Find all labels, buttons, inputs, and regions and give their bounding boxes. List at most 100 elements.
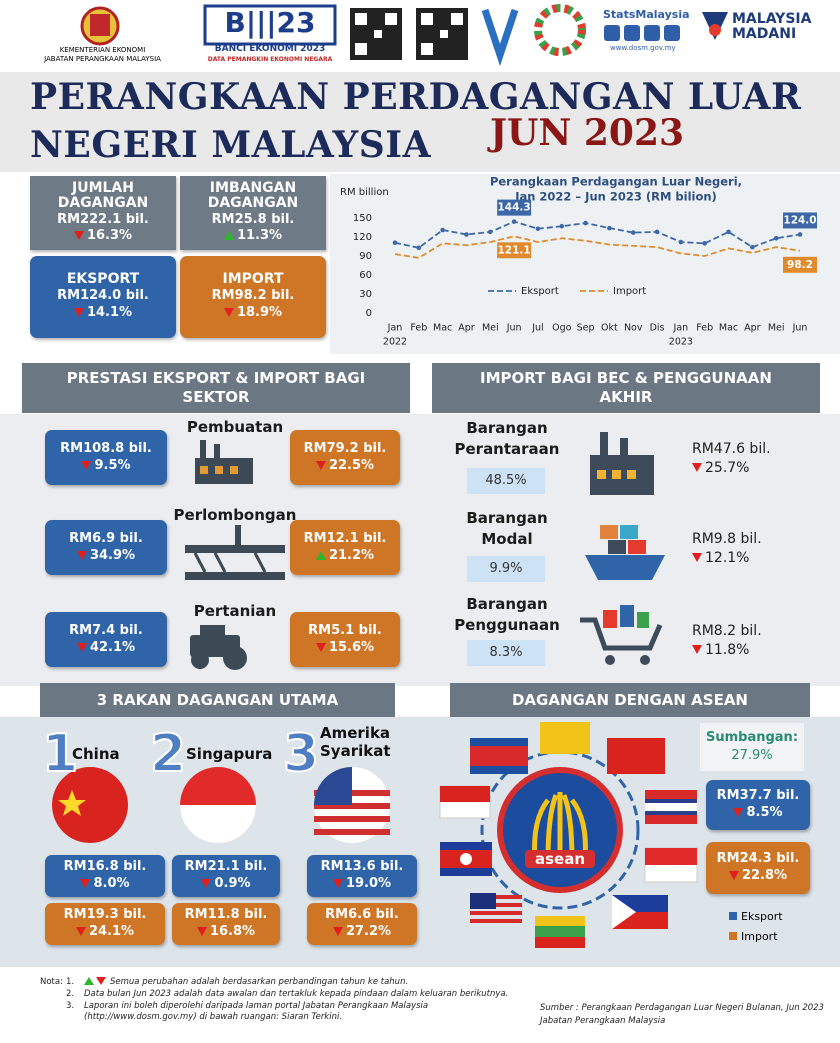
x-tick-label: Dis	[650, 323, 665, 334]
point	[416, 245, 422, 251]
source: Jabatan Perangkaan Malaysia	[540, 1016, 666, 1026]
data-label: 144.3	[498, 202, 531, 214]
change-value: 19.0%	[345, 876, 392, 891]
change: 14.1%	[30, 305, 176, 322]
data-label: 121.1	[498, 244, 531, 256]
change-value: 22.5%	[328, 457, 375, 473]
trend-arrow	[80, 879, 91, 888]
title-line: NEGERI MALAYSIA	[30, 124, 432, 166]
change: 24.1%	[45, 924, 165, 941]
change-value: 9.5%	[94, 457, 131, 473]
point	[487, 229, 493, 235]
change: 42.1%	[45, 640, 167, 657]
asean-logo-text: asean	[525, 850, 595, 868]
change: 18.9%	[180, 305, 326, 322]
bec-value: RM47.6 bil.	[692, 441, 771, 457]
data-label-box	[497, 199, 532, 216]
x-tick-label: Mac	[433, 323, 452, 334]
stat-value: RM24.3 bil.	[716, 851, 800, 867]
y-tick-label: 30	[359, 289, 372, 300]
section-heading: 3 RAKAN DAGANGAN UTAMA	[40, 683, 395, 717]
stat-box: RM5.1 bil. 15.6%	[290, 612, 400, 667]
x-tick-label: Ogo	[552, 323, 572, 334]
change: 15.6%	[290, 640, 400, 657]
stat-value: RM7.4 bil.	[69, 622, 143, 638]
stat-value: RM25.8 bil.	[211, 211, 295, 227]
data-label: 98.2	[787, 259, 813, 271]
bec-value-group: RM8.2 bil. 11.8%	[692, 622, 762, 660]
change-value: 16.8%	[209, 924, 256, 939]
bec-value: RM9.8 bil.	[692, 531, 762, 547]
x-tick-label: Okt	[601, 323, 618, 334]
chart-subtitle: Jan 2022 – Jun 2023 (RM bilion)	[514, 190, 717, 204]
x-tick-label: Apr	[458, 323, 475, 334]
x-tick-label: Sep	[577, 323, 595, 334]
point	[392, 240, 398, 245]
y-axis-label: RM billion	[340, 187, 389, 198]
change: 34.9%	[45, 548, 167, 565]
partner-name: China	[72, 745, 120, 763]
x-tick-label: Feb	[696, 323, 713, 334]
change: 16.3%	[30, 228, 176, 245]
stat-value: RM13.6 bil.	[320, 859, 404, 875]
stat-box: RM21.1 bil. 0.9%	[172, 855, 280, 897]
change-value: 0.9%	[214, 876, 251, 891]
title-line: PERANGKAAN PERDAGANGAN LUAR	[30, 76, 802, 118]
legend-label: Eksport	[741, 910, 783, 923]
series-line	[394, 235, 801, 259]
x-tick-label: Jun	[792, 323, 808, 334]
trend-arrow	[315, 460, 326, 470]
stat-value: RM37.7 bil.	[716, 788, 800, 804]
stat-label: JUMLAH DAGANGAN	[57, 179, 149, 212]
x-tick-label: Jan	[387, 323, 403, 334]
point	[702, 241, 708, 246]
notes-heading: Nota:	[40, 977, 63, 987]
sector-name: Pembuatan	[186, 418, 284, 436]
trend-arrow	[728, 871, 739, 880]
stat-box: RM6.9 bil. 34.9%	[45, 520, 167, 575]
census-tagline: DATA PEMANGKIN EKONOMI NEGARA	[207, 56, 333, 63]
stat-box: RM12.1 bil. 21.2%	[290, 520, 400, 575]
note-number: 2.	[66, 989, 75, 999]
change: 19.0%	[307, 876, 417, 893]
bec-share: 9.9%	[467, 556, 545, 582]
stat-box: RM16.8 bil. 8.0%	[45, 855, 165, 897]
stat-value: RM79.2 bil.	[303, 440, 387, 456]
note-number: 3.	[66, 1001, 75, 1011]
header-department: JABATAN PERANGKAAN MALAYSIA	[44, 55, 161, 63]
stat-box: RM24.3 bil. 22.8%	[706, 842, 810, 894]
y-tick-label: 60	[359, 270, 372, 281]
stat-box: RM7.4 bil. 42.1%	[45, 612, 167, 667]
trend-arrow	[315, 642, 326, 652]
trend-arrow	[76, 550, 87, 560]
bec-name: Barangan Perantaraan	[454, 419, 560, 458]
change-value: 21.2%	[328, 547, 375, 563]
title-period: JUN 2023	[490, 112, 685, 154]
change-value: 42.1%	[89, 639, 136, 655]
change-value: 12.1%	[705, 549, 750, 566]
asean-share-label: Sumbangan:	[705, 730, 799, 745]
x-tick-label: Mac	[719, 323, 738, 334]
stat-value: RM124.0 bil.	[57, 287, 149, 303]
stat-value: RM12.1 bil.	[303, 530, 387, 546]
change: 22.8%	[706, 868, 810, 885]
partner-name: Amerika Syarikat	[320, 724, 391, 760]
stat-value: RM19.3 bil.	[63, 907, 147, 923]
change: 16.8%	[172, 924, 280, 941]
change: 25.7%	[692, 459, 771, 478]
madani-logo: MALAYSIA MADANI	[732, 11, 812, 42]
change-value: 8.0%	[93, 876, 130, 891]
change-value: 14.1%	[86, 304, 133, 320]
point	[607, 225, 612, 231]
section-heading: IMPORT BAGI BEC & PENGGUNAAN AKHIR	[432, 363, 820, 413]
x-year-label: 2022	[383, 337, 407, 348]
change-value: 11.3%	[236, 228, 283, 244]
stat-box: RM6.6 bil. 27.2%	[307, 903, 417, 945]
point	[440, 227, 445, 233]
chart-title: Perangkaan Perdagangan Luar Negeri,	[490, 175, 742, 189]
y-tick-label: 120	[353, 232, 372, 243]
point	[583, 220, 588, 226]
change-value: 34.9%	[89, 547, 136, 563]
y-tick-label: 90	[359, 251, 372, 262]
